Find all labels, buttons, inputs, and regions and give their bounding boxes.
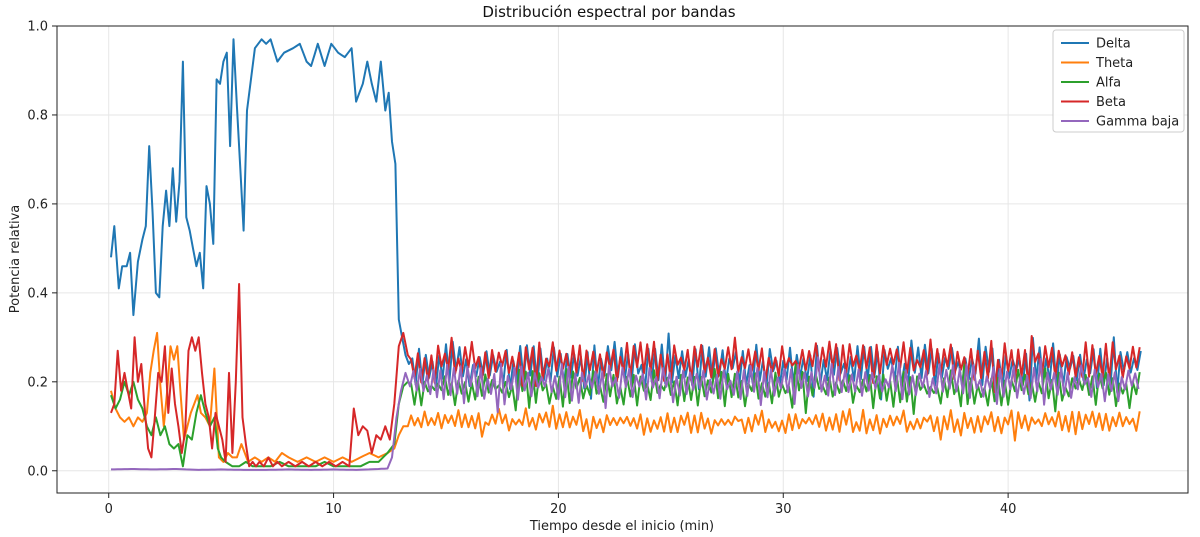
x-axis: 0 10 20 30 40	[105, 493, 1017, 517]
legend-label: Theta	[1095, 56, 1133, 71]
y-tick-label: 0.2	[27, 375, 48, 390]
x-tick-label: 0	[105, 502, 113, 517]
plot-lines	[110, 38, 1142, 471]
x-tick-label: 30	[775, 502, 792, 517]
x-axis-label: Tiempo desde el inicio (min)	[529, 519, 714, 534]
series-line-theta	[110, 331, 1141, 463]
x-tick-label: 20	[550, 502, 567, 517]
y-axis-label: Potencia relativa	[8, 205, 23, 314]
x-tick-label: 40	[1000, 502, 1017, 517]
x-tick-label: 10	[325, 502, 342, 517]
legend-label: Gamma baja	[1096, 115, 1179, 130]
y-tick-label: 0.0	[27, 464, 48, 479]
series-line-gamma-baja	[111, 356, 1140, 471]
y-tick-label: 0.6	[27, 197, 48, 212]
plot-frame	[56, 25, 1189, 494]
y-axis: 0.0 0.2 0.4 0.6 0.8 1.0	[27, 20, 57, 479]
legend-label: Alfa	[1096, 76, 1121, 91]
y-tick-label: 0.8	[27, 108, 48, 123]
legend-box	[1052, 29, 1185, 133]
y-tick-label: 1.0	[27, 20, 48, 35]
legend: Delta Theta Alfa Beta Gamma baja	[1052, 29, 1185, 133]
legend-label: Beta	[1096, 95, 1126, 110]
chart-title: Distribución espectral por bandas	[482, 3, 735, 21]
legend-label: Delta	[1096, 37, 1131, 52]
y-tick-label: 0.4	[27, 286, 48, 301]
series-line-beta	[110, 283, 1141, 468]
